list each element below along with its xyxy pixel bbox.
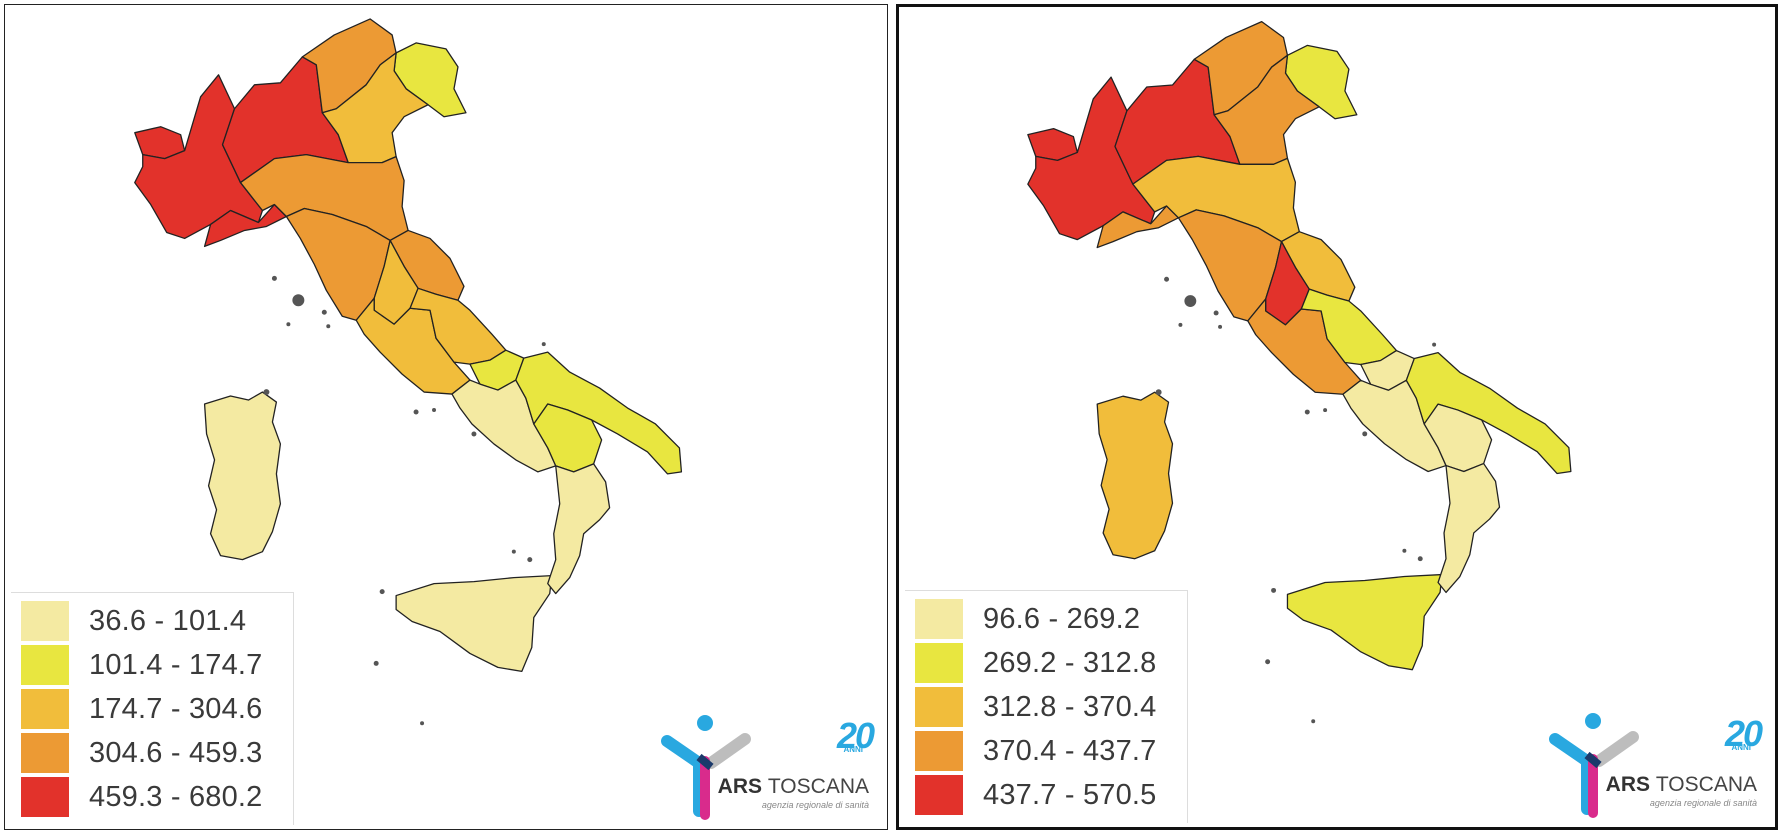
region-calabria[interactable] xyxy=(547,463,611,595)
logo-anni: ANNI xyxy=(1731,743,1751,752)
region-puglia[interactable] xyxy=(1405,351,1572,475)
legend-label: 304.6 - 459.3 xyxy=(89,736,263,769)
legend-row: 312.8 - 370.4 xyxy=(915,687,1157,727)
small-islands xyxy=(1155,276,1437,724)
ars-logo-mark-icon xyxy=(661,715,751,820)
logo-name: ARS TOSCANA xyxy=(1606,773,1757,797)
region-calabria[interactable] xyxy=(1437,462,1501,594)
legend-label: 437.7 - 570.5 xyxy=(983,778,1157,811)
region-liguria[interactable] xyxy=(203,203,288,248)
legend-label: 36.6 - 101.4 xyxy=(89,604,247,637)
logo-name-light: TOSCANA xyxy=(767,775,869,798)
logo-name: ARS TOSCANA xyxy=(718,775,869,799)
ars-toscana-logo: 20 ANNI ARS TOSCANA agenzia regionale di… xyxy=(655,711,875,821)
legend-label: 370.4 - 437.7 xyxy=(983,734,1157,767)
legend-swatch xyxy=(915,687,963,727)
region-sardegna[interactable] xyxy=(1096,391,1174,560)
legend-row: 370.4 - 437.7 xyxy=(915,731,1157,771)
legend-label: 312.8 - 370.4 xyxy=(983,690,1157,723)
logo-subtitle: agenzia regionale di sanità xyxy=(1649,798,1757,808)
logo-name-light: TOSCANA xyxy=(1655,773,1757,796)
region-piemonte[interactable] xyxy=(134,74,264,240)
legend-swatch xyxy=(915,731,963,771)
legend-row: 304.6 - 459.3 xyxy=(21,733,263,773)
legend-row: 269.2 - 312.8 xyxy=(915,643,1157,683)
legend-label: 101.4 - 174.7 xyxy=(89,648,263,681)
region-puglia[interactable] xyxy=(515,351,683,475)
region-piemonte[interactable] xyxy=(1027,76,1156,241)
legend-label: 174.7 - 304.6 xyxy=(89,692,263,725)
region-sicilia[interactable] xyxy=(1286,573,1443,671)
legend-swatch xyxy=(21,601,69,641)
legend-label: 96.6 - 269.2 xyxy=(983,602,1141,635)
legend-row: 459.3 - 680.2 xyxy=(21,777,263,817)
map-panel-right: 96.6 - 269.2 269.2 - 312.8 312.8 - 370.4… xyxy=(896,4,1778,830)
map-panel-left: 36.6 - 101.4 101.4 - 174.7 174.7 - 304.6… xyxy=(4,4,888,830)
italy-choropleth-map xyxy=(134,18,683,726)
legend-label: 459.3 - 680.2 xyxy=(89,780,263,813)
map-legend: 36.6 - 101.4 101.4 - 174.7 174.7 - 304.6… xyxy=(11,592,294,825)
region-sardegna[interactable] xyxy=(203,391,282,561)
ars-toscana-logo: 20 ANNI ARS TOSCANA agenzia regionale di… xyxy=(1543,709,1763,819)
legend-swatch xyxy=(21,733,69,773)
legend-row: 101.4 - 174.7 xyxy=(21,645,263,685)
legend-label: 269.2 - 312.8 xyxy=(983,646,1157,679)
region-sicilia[interactable] xyxy=(395,574,553,673)
legend-row: 36.6 - 101.4 xyxy=(21,601,246,641)
logo-name-bold: ARS xyxy=(717,775,763,798)
legend-row: 174.7 - 304.6 xyxy=(21,689,263,729)
map-legend: 96.6 - 269.2 269.2 - 312.8 312.8 - 370.4… xyxy=(905,590,1188,823)
legend-row: 437.7 - 570.5 xyxy=(915,775,1157,815)
legend-swatch xyxy=(21,689,69,729)
legend-row: 96.6 - 269.2 xyxy=(915,599,1140,639)
logo-years: 20 xyxy=(836,715,875,756)
logo-years: 20 xyxy=(1724,713,1763,754)
legend-swatch xyxy=(915,775,963,815)
legend-swatch xyxy=(915,643,963,683)
logo-subtitle: agenzia regionale di sanità xyxy=(761,800,869,810)
italy-choropleth-map xyxy=(1027,20,1572,724)
legend-swatch xyxy=(21,777,69,817)
logo-name-bold: ARS xyxy=(1605,773,1651,796)
logo-anni: ANNI xyxy=(843,745,863,754)
small-islands xyxy=(263,275,546,726)
region-liguria[interactable] xyxy=(1096,205,1180,249)
legend-swatch xyxy=(915,599,963,639)
legend-swatch xyxy=(21,645,69,685)
ars-logo-mark-icon xyxy=(1549,713,1639,818)
